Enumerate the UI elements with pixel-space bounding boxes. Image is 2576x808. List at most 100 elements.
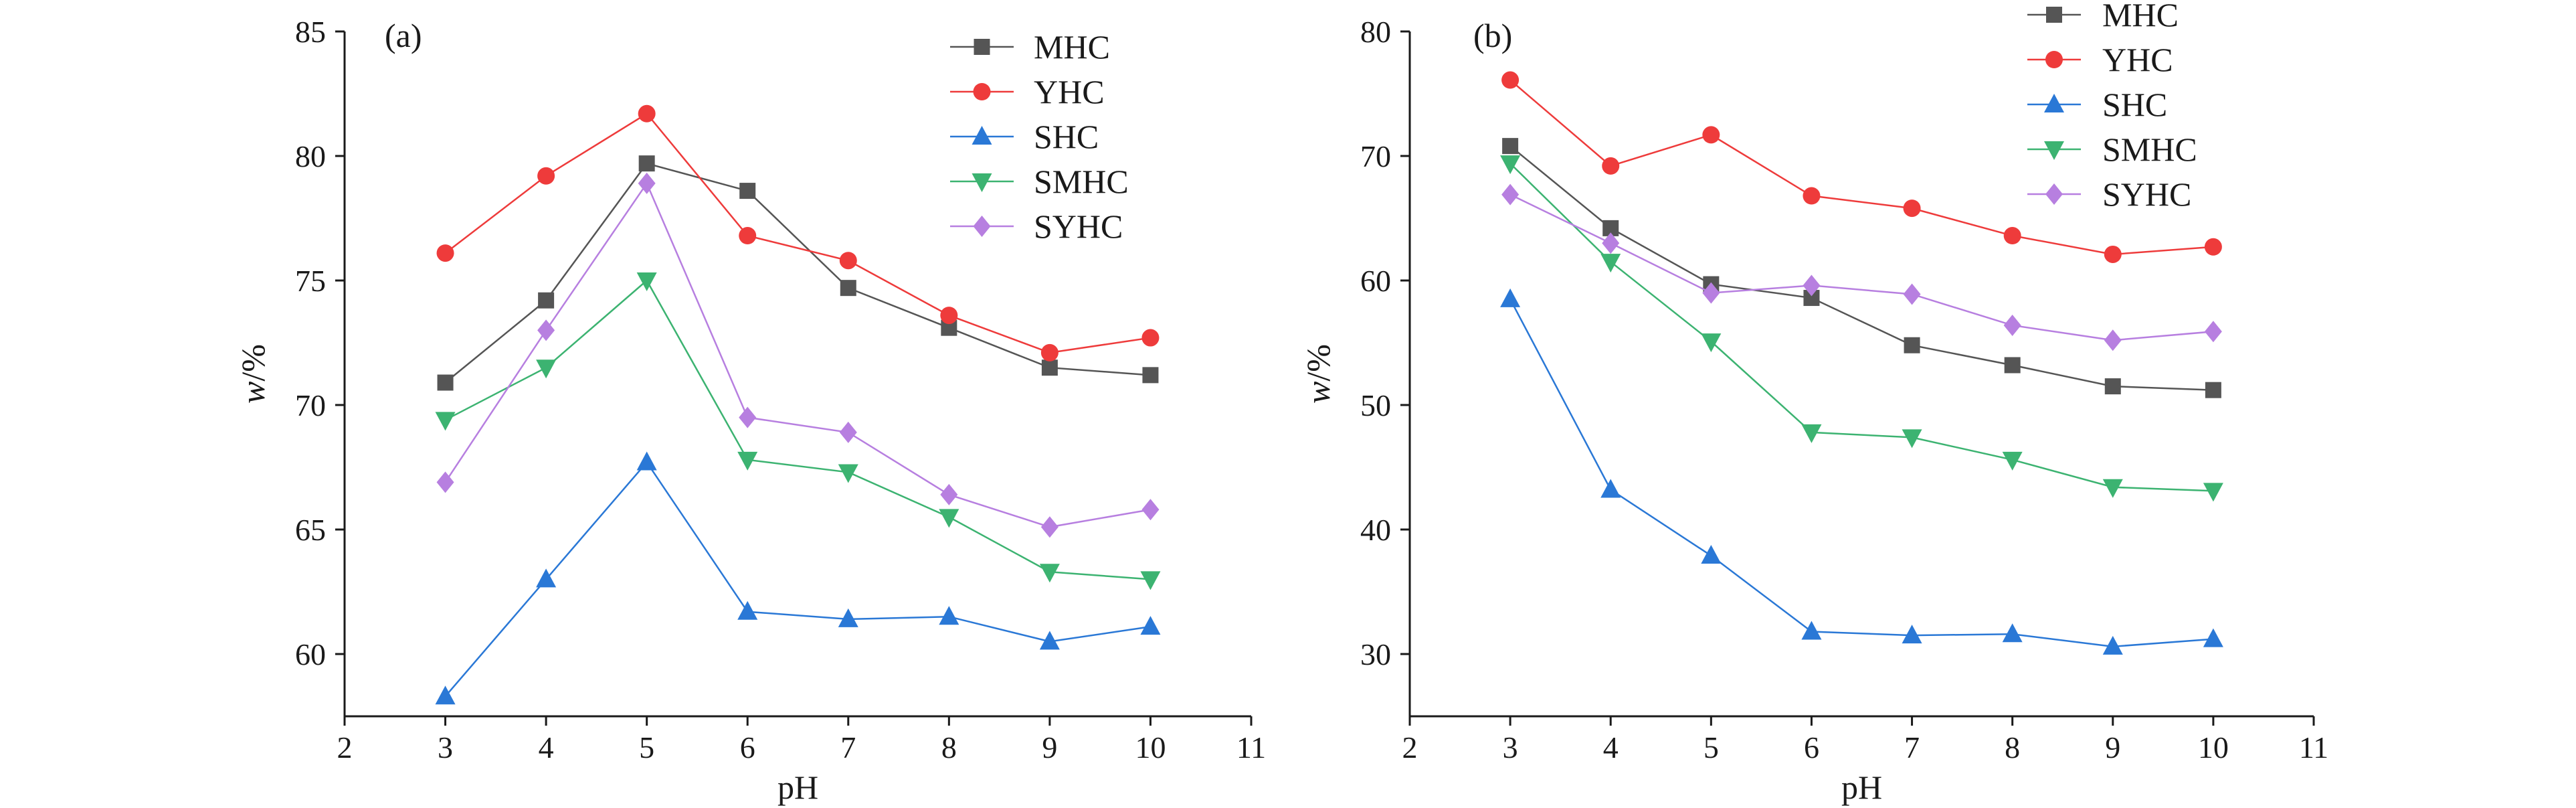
data-point-syhc bbox=[2204, 321, 2222, 343]
x-tick-label: 7 bbox=[840, 730, 856, 764]
y-axis-title-unit: /% bbox=[234, 344, 272, 382]
legend-marker bbox=[972, 173, 992, 192]
x-tick-label: 2 bbox=[337, 730, 353, 764]
chart-panel-b: 2 3 4 5 6 7 8 9 10 11 30 40 50 60 70 80 pH w/% (b) MHC YHC SH… bbox=[1299, 0, 2328, 806]
y-tick-label: 30 bbox=[1360, 637, 1391, 671]
data-point-yhc bbox=[1903, 199, 1921, 218]
data-point-mhc bbox=[1502, 138, 1519, 155]
data-point-yhc bbox=[436, 244, 454, 262]
data-point-syhc bbox=[1141, 499, 1160, 521]
legend-marker bbox=[2044, 141, 2064, 160]
data-point-smhc bbox=[939, 509, 959, 528]
data-point-smhc bbox=[2203, 483, 2223, 502]
data-point-shc bbox=[2002, 623, 2023, 643]
series-smhc bbox=[1500, 155, 2223, 502]
series-line-smhc bbox=[1509, 163, 2213, 492]
series-shc bbox=[1500, 288, 2223, 655]
legend-marker bbox=[974, 39, 990, 55]
y-tick-label: 70 bbox=[295, 388, 326, 422]
data-point-shc bbox=[1701, 545, 1722, 564]
legend-marker bbox=[972, 126, 992, 145]
x-tick-label: 9 bbox=[1042, 730, 1057, 764]
x-tick-label: 7 bbox=[1904, 730, 1920, 764]
y-axis-title-unit: /% bbox=[1299, 344, 1337, 382]
y-axis-title-symbol: w bbox=[234, 382, 272, 404]
data-point-mhc bbox=[638, 155, 655, 172]
x-tick-label: 3 bbox=[1503, 730, 1518, 764]
series-line-mhc bbox=[444, 162, 1151, 384]
data-point-mhc bbox=[538, 292, 555, 309]
data-point-mhc bbox=[2104, 378, 2121, 395]
legend-item-syhc: SYHC bbox=[950, 208, 1123, 245]
data-point-mhc bbox=[2004, 357, 2021, 374]
x-tick-label: 11 bbox=[1236, 730, 1266, 764]
series-smhc bbox=[435, 272, 1161, 590]
data-point-syhc bbox=[537, 319, 555, 341]
data-point-shc bbox=[939, 606, 959, 625]
data-point-syhc bbox=[1702, 282, 1720, 304]
data-point-smhc bbox=[2002, 451, 2023, 471]
series-mhc bbox=[437, 155, 1159, 391]
data-point-smhc bbox=[1140, 571, 1161, 590]
data-point-yhc bbox=[537, 167, 555, 185]
x-tick-label: 10 bbox=[1135, 730, 1166, 764]
data-point-yhc bbox=[739, 227, 757, 245]
legend-label: SYHC bbox=[1034, 208, 1123, 245]
data-point-smhc bbox=[1500, 155, 1521, 175]
data-point-yhc bbox=[638, 104, 656, 123]
data-point-mhc bbox=[437, 374, 454, 391]
data-point-smhc bbox=[636, 272, 657, 291]
data-point-syhc bbox=[2003, 314, 2021, 336]
data-point-yhc bbox=[2104, 245, 2122, 263]
data-point-smhc bbox=[1600, 254, 1621, 273]
series-line-yhc bbox=[444, 112, 1151, 354]
x-axis-title: pH bbox=[777, 769, 818, 806]
x-tick-label: 11 bbox=[2299, 730, 2328, 764]
data-point-smhc bbox=[2102, 479, 2123, 498]
data-point-yhc bbox=[2204, 238, 2222, 256]
y-tick-label: 80 bbox=[295, 139, 326, 173]
data-point-shc bbox=[1902, 625, 1922, 644]
legend-marker bbox=[2046, 7, 2062, 23]
data-point-shc bbox=[1500, 288, 1521, 307]
data-point-yhc bbox=[1602, 157, 1620, 175]
legend-label: YHC bbox=[2102, 41, 2173, 78]
y-tick-label: 60 bbox=[1360, 264, 1391, 298]
series-shc bbox=[435, 451, 1161, 705]
legend-label: SYHC bbox=[2102, 175, 2191, 213]
data-point-syhc bbox=[638, 172, 656, 194]
data-point-syhc bbox=[1803, 274, 1821, 297]
data-point-shc bbox=[636, 451, 657, 471]
data-point-smhc bbox=[435, 412, 456, 431]
series-syhc bbox=[1501, 183, 2222, 351]
x-tick-label: 4 bbox=[1603, 730, 1619, 764]
y-tick-label: 65 bbox=[295, 513, 326, 547]
data-point-yhc bbox=[1040, 343, 1059, 361]
data-point-syhc bbox=[1602, 232, 1620, 254]
legend-marker bbox=[2045, 51, 2063, 68]
legend-label: SMHC bbox=[1034, 163, 1129, 200]
x-tick-label: 2 bbox=[1402, 730, 1418, 764]
series-mhc bbox=[1502, 138, 2221, 398]
legend-item-mhc: MHC bbox=[950, 28, 1110, 66]
y-tick-label: 60 bbox=[295, 637, 326, 671]
data-point-syhc bbox=[1903, 283, 1921, 305]
data-point-smhc bbox=[1902, 429, 1922, 449]
data-point-yhc bbox=[1702, 126, 1720, 144]
y-axis-title: w/% bbox=[1299, 344, 1337, 404]
legend-item-shc: SHC bbox=[950, 118, 1099, 155]
data-point-shc bbox=[1600, 479, 1621, 498]
y-tick-label: 85 bbox=[295, 15, 326, 49]
y-axis-title: w/% bbox=[234, 344, 272, 404]
data-point-yhc bbox=[1141, 329, 1160, 347]
data-point-yhc bbox=[1803, 187, 1821, 205]
data-point-syhc bbox=[2104, 329, 2122, 351]
x-tick-label: 9 bbox=[2105, 730, 2120, 764]
series-yhc bbox=[1501, 71, 2222, 263]
data-point-mhc bbox=[1142, 367, 1159, 384]
legend-marker bbox=[973, 83, 991, 100]
series-line-yhc bbox=[1509, 79, 2213, 256]
legend-item-smhc: SMHC bbox=[2027, 131, 2197, 168]
legend-marker bbox=[2044, 94, 2064, 112]
